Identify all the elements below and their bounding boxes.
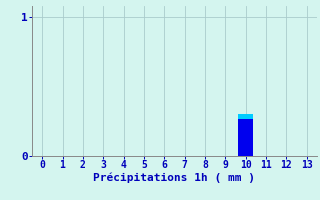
Bar (238, 119, 253, 156)
Bar (238, 114, 253, 119)
X-axis label: Précipitations 1h ( mm ): Précipitations 1h ( mm ) (93, 173, 255, 183)
